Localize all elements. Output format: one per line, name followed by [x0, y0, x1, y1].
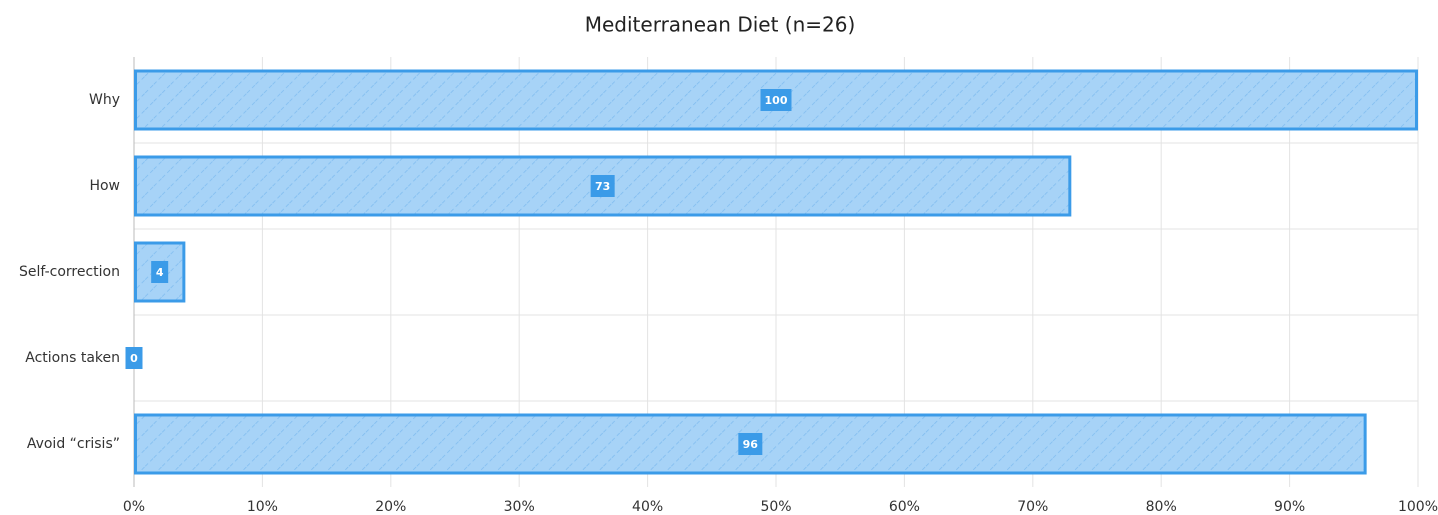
- x-tick-label: 50%: [760, 499, 791, 515]
- x-tick-label: 70%: [1017, 499, 1048, 515]
- x-tick-label: 20%: [375, 499, 406, 515]
- x-tick-label: 30%: [504, 499, 535, 515]
- y-tick-label: Actions taken: [25, 350, 120, 366]
- x-tick-label: 80%: [1146, 499, 1177, 515]
- value-label-box: [738, 433, 763, 455]
- chart-title: Mediterranean Diet (n=26): [585, 13, 856, 37]
- x-tick-label: 40%: [632, 499, 663, 515]
- y-tick-label: Avoid “crisis”: [27, 436, 120, 452]
- y-tick-label: How: [89, 178, 120, 194]
- value-label-box: [125, 347, 143, 369]
- x-tick-label: 60%: [889, 499, 920, 515]
- value-label: 100: [765, 94, 788, 107]
- x-tick-label: 0%: [123, 499, 145, 515]
- value-label: 96: [743, 438, 759, 451]
- value-label-box: [151, 261, 169, 283]
- value-label: 73: [595, 180, 610, 193]
- value-label: 0: [130, 352, 138, 365]
- x-tick-label: 100%: [1398, 499, 1438, 515]
- value-label: 4: [156, 266, 164, 279]
- x-tick-label: 90%: [1274, 499, 1305, 515]
- y-tick-label: Why: [89, 92, 120, 108]
- x-tick-label: 10%: [247, 499, 278, 515]
- y-tick-label: Self-correction: [19, 264, 120, 280]
- value-label-box: [590, 175, 615, 197]
- value-label-box: [760, 89, 792, 111]
